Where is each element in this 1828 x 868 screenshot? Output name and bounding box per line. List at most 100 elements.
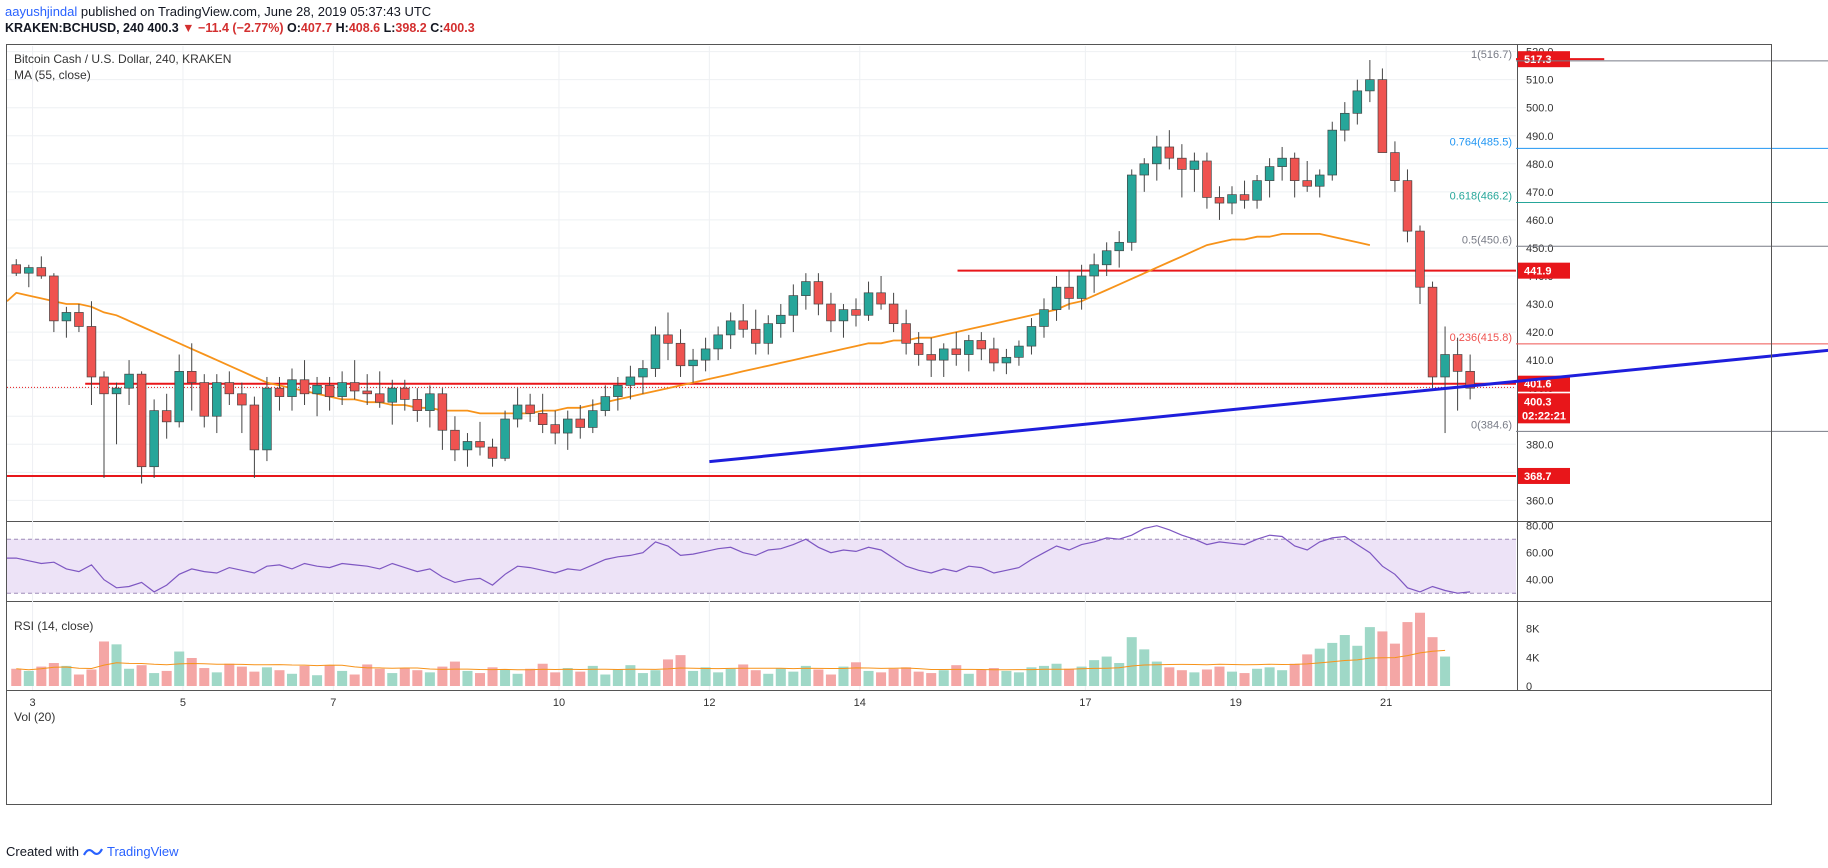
candle-body bbox=[1114, 241, 1124, 252]
candle-body bbox=[312, 385, 322, 395]
volume-bar bbox=[1101, 656, 1112, 686]
candle-body bbox=[487, 446, 498, 459]
candle-body bbox=[500, 418, 510, 459]
candle-body bbox=[863, 292, 874, 316]
last-price-label: 400.3 bbox=[1524, 396, 1552, 408]
volume-bar bbox=[976, 669, 987, 686]
volume-bar bbox=[124, 668, 135, 686]
candle-body bbox=[349, 382, 360, 392]
high-label: H: bbox=[335, 21, 349, 35]
trendline bbox=[709, 348, 1828, 464]
level-tag-label: 517.3 bbox=[1524, 54, 1552, 66]
candle-body bbox=[11, 264, 22, 274]
volume-bar bbox=[901, 667, 912, 686]
level-tag bbox=[1518, 51, 1570, 68]
volume-bar bbox=[775, 668, 786, 686]
volume-bar bbox=[274, 670, 285, 686]
rsi-line bbox=[7, 525, 1471, 594]
candle-body bbox=[49, 275, 59, 322]
publish-info: published on TradingView.com, June 28, 2… bbox=[80, 4, 432, 19]
footer-created: Created with bbox=[6, 844, 79, 859]
candle-body bbox=[299, 379, 310, 395]
volume-bar bbox=[474, 673, 486, 686]
candle-body bbox=[989, 348, 999, 364]
candle-body bbox=[1352, 90, 1363, 114]
volume-bar bbox=[738, 664, 749, 686]
low-value: 398.2 bbox=[395, 21, 427, 35]
low-label: L: bbox=[383, 21, 396, 35]
candle-body bbox=[876, 292, 886, 305]
y-tick-label: 480.0 bbox=[1526, 159, 1554, 171]
volume-bar bbox=[1013, 672, 1024, 686]
volume-bar bbox=[650, 670, 661, 686]
volume-bar bbox=[11, 668, 22, 686]
volume-bar bbox=[1214, 666, 1225, 686]
x-tick-label: 19 bbox=[1230, 697, 1242, 709]
candle-body bbox=[801, 281, 811, 296]
candle-body bbox=[813, 281, 824, 305]
candle-body bbox=[851, 309, 861, 316]
volume-bar bbox=[1277, 670, 1288, 686]
vol-tick-label: 8K bbox=[1526, 624, 1540, 636]
candle-body bbox=[613, 385, 623, 397]
candle-body bbox=[650, 334, 661, 369]
candle-body bbox=[475, 441, 485, 448]
volume-bar bbox=[1114, 663, 1125, 686]
candle-body bbox=[1089, 264, 1099, 277]
y-tick-label: 500.0 bbox=[1526, 103, 1554, 115]
candle-body bbox=[1139, 163, 1150, 176]
author-link[interactable]: aayushjindal bbox=[5, 4, 78, 19]
candle-body bbox=[1189, 160, 1200, 170]
volume-bar bbox=[1352, 645, 1363, 686]
last-price-tag bbox=[1518, 393, 1570, 424]
volume-bar bbox=[199, 668, 210, 686]
volume-bar bbox=[261, 667, 272, 686]
vol-tick-label: 4K bbox=[1526, 652, 1540, 664]
footer-brand[interactable]: TradingView bbox=[106, 844, 179, 859]
volume-bar bbox=[286, 673, 298, 686]
candle-body bbox=[725, 320, 736, 336]
candle-body bbox=[888, 303, 899, 325]
ohlc-line: KRAKEN:BCHUSD, 240 400.3 ▼ −11.4 (−2.77%… bbox=[5, 21, 475, 35]
candle-body bbox=[763, 323, 774, 344]
volume-bar bbox=[1377, 631, 1388, 686]
ma55-line bbox=[6, 233, 1371, 415]
volume-bar bbox=[1201, 669, 1212, 686]
candle-body bbox=[776, 314, 786, 325]
volume-bar bbox=[1302, 654, 1313, 686]
rsi-band bbox=[7, 539, 1516, 594]
candle-body bbox=[1239, 194, 1250, 201]
volume-bar bbox=[876, 672, 887, 686]
candle-body bbox=[1327, 129, 1338, 176]
volume-bar bbox=[1151, 661, 1162, 686]
candle-body bbox=[562, 418, 573, 434]
candle-body bbox=[1001, 356, 1012, 364]
volume-bar bbox=[399, 668, 410, 686]
candle-body bbox=[362, 390, 372, 395]
y-tick-label: 410.0 bbox=[1526, 355, 1554, 367]
candle-body bbox=[976, 340, 987, 350]
volume-bar bbox=[86, 669, 97, 686]
candle-body bbox=[86, 326, 97, 378]
volume-bar bbox=[1427, 637, 1438, 686]
y-tick-label: 510.0 bbox=[1526, 75, 1554, 87]
candle-body bbox=[262, 387, 272, 451]
volume-bar bbox=[1076, 666, 1087, 686]
volume-bar bbox=[1051, 663, 1062, 686]
candle-body bbox=[1277, 157, 1287, 167]
volume-bar bbox=[913, 671, 924, 686]
volume-bar bbox=[136, 665, 147, 686]
volume-bar bbox=[1064, 668, 1075, 686]
candle-body bbox=[575, 418, 586, 428]
main-legend: Bitcoin Cash / U.S. Dollar, 240, KRAKEN … bbox=[14, 52, 231, 82]
candle-body bbox=[1152, 146, 1162, 165]
candle-body bbox=[638, 368, 648, 378]
candle-body bbox=[412, 399, 423, 411]
candle-body bbox=[374, 393, 385, 403]
volume-bar bbox=[462, 670, 473, 686]
volume-bar bbox=[1176, 670, 1187, 686]
volume-bar bbox=[662, 659, 674, 686]
volume-bar bbox=[149, 673, 160, 686]
